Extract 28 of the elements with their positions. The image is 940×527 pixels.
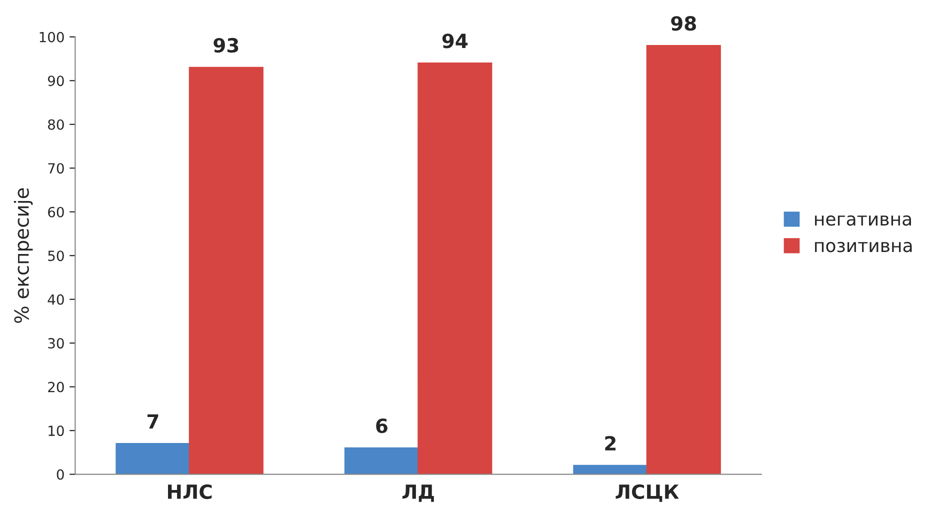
data-label: 7 [148, 414, 158, 429]
y-tick-label: 40 [48, 294, 64, 305]
bar [418, 62, 492, 474]
y-tick-label: 20 [48, 382, 64, 392]
data-label: 93 [214, 38, 238, 53]
y-tick-label: 70 [48, 163, 64, 174]
data-label: 94 [442, 34, 468, 48]
y-tick-label: 10 [48, 426, 64, 436]
y-tick-label: 60 [48, 206, 64, 218]
y-tick-label: 90 [48, 76, 64, 86]
data-label: 98 [671, 16, 696, 31]
y-tick-label: 50 [48, 250, 64, 262]
y-tick-label: 100 [40, 32, 64, 42]
x-tick-label: ЛД [402, 484, 434, 502]
x-tick-label: НЛС [168, 484, 212, 500]
bar [344, 447, 419, 474]
data-label: 6 [376, 418, 388, 434]
bar [646, 44, 721, 474]
y-axis-title: % експресије [14, 188, 33, 323]
legend-label: негативна [815, 215, 911, 226]
legend-label: позитивна [815, 242, 912, 252]
bar [116, 442, 190, 474]
y-tick-label: 30 [48, 338, 64, 349]
data-label: 2 [605, 436, 616, 450]
bar [188, 66, 264, 474]
y-tick-label: 0 [56, 469, 64, 480]
y-tick-label: 80 [48, 119, 64, 130]
x-tick-label: ЛСЦК [616, 484, 679, 502]
